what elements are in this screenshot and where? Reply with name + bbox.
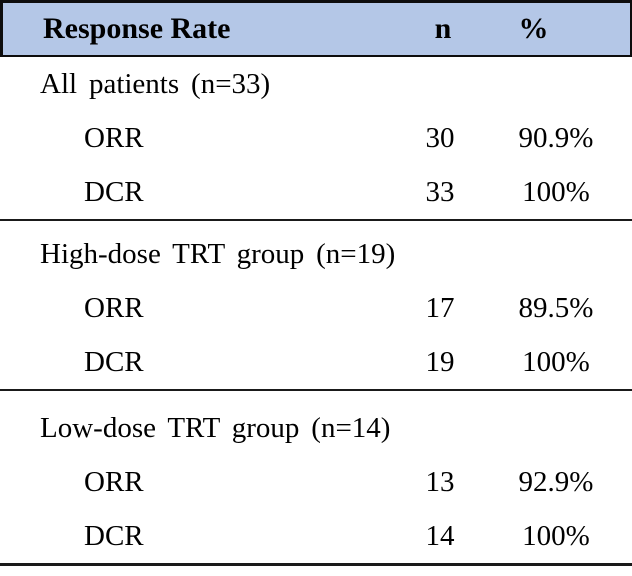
row-percent-value: 89.5% — [518, 291, 594, 324]
table-row-dcr: DCR 19 100% — [0, 335, 632, 389]
row-percent-value: 100% — [522, 175, 590, 208]
row-label: ORR — [84, 291, 144, 324]
table-row-dcr: DCR 33 100% — [0, 165, 632, 219]
section-title-row: High-dose TRT group (n=19) — [0, 227, 632, 281]
row-percent-value: 100% — [522, 345, 590, 378]
row-percent-value: 100% — [522, 519, 590, 552]
row-label: DCR — [84, 175, 144, 208]
row-label: ORR — [84, 465, 144, 498]
section-title: High-dose TRT group (n=19) — [40, 237, 396, 270]
section-all-patients: All patients (n=33) ORR 30 90.9% DCR 33 … — [0, 57, 632, 221]
table-row-orr: ORR 30 90.9% — [0, 111, 632, 165]
table-row-orr: ORR 17 89.5% — [0, 281, 632, 335]
row-label: DCR — [84, 519, 144, 552]
table-row-orr: ORR 13 92.9% — [0, 455, 632, 509]
table-row-dcr: DCR 14 100% — [0, 509, 632, 563]
row-n-value: 14 — [425, 519, 455, 552]
header-cell-response-rate: Response Rate — [43, 12, 231, 45]
section-low-dose-trt: Low-dose TRT group (n=14) ORR 13 92.9% D… — [0, 391, 632, 566]
section-title: Low-dose TRT group (n=14) — [40, 411, 391, 444]
header-cell-percent: % — [518, 12, 549, 45]
row-percent-value: 90.9% — [518, 121, 594, 154]
row-n-value: 17 — [425, 291, 455, 324]
section-title-row: Low-dose TRT group (n=14) — [0, 401, 632, 455]
row-label: DCR — [84, 345, 144, 378]
row-n-value: 30 — [425, 121, 455, 154]
section-high-dose-trt: High-dose TRT group (n=19) ORR 17 89.5% … — [0, 221, 632, 391]
row-n-value: 33 — [425, 175, 455, 208]
row-percent-value: 92.9% — [518, 465, 594, 498]
row-label: ORR — [84, 121, 144, 154]
header-cell-n: n — [434, 12, 452, 45]
section-title: All patients (n=33) — [40, 67, 271, 100]
row-n-value: 19 — [425, 345, 455, 378]
row-n-value: 13 — [425, 465, 455, 498]
table-header-row: Response Rate n % — [0, 0, 632, 57]
section-title-row: All patients (n=33) — [0, 57, 632, 111]
